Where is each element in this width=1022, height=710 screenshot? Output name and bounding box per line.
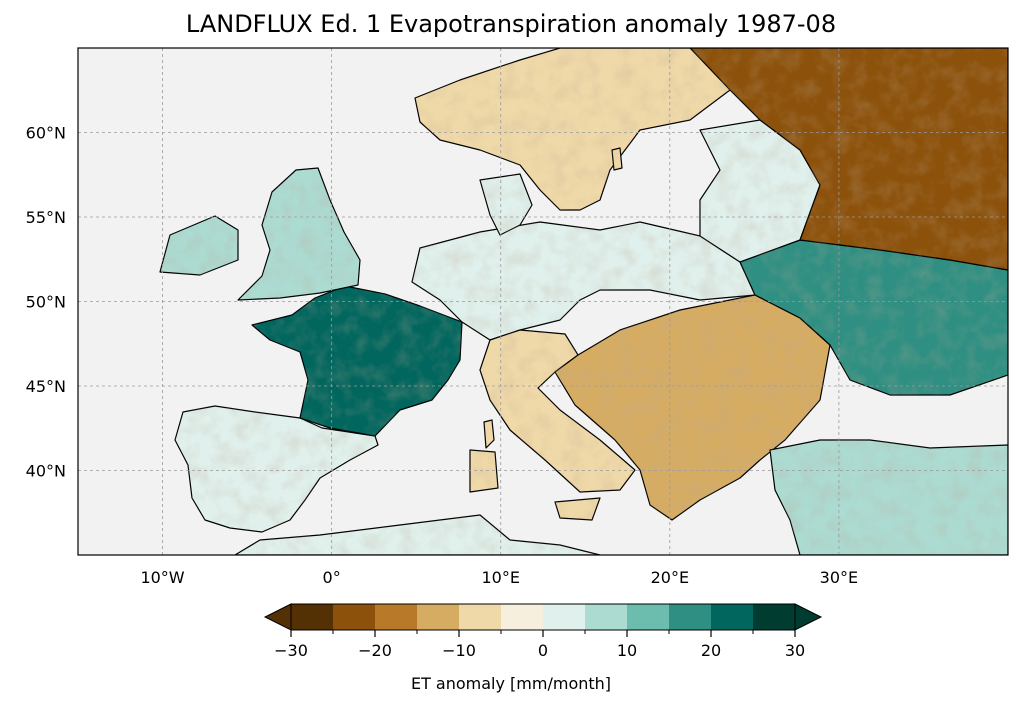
texture-region-italy (480, 330, 635, 492)
lon-tick-label: 10°E (481, 568, 519, 587)
colorbar-tick-label: −10 (442, 641, 476, 660)
texture-region-france (252, 286, 462, 436)
colorbar-bin (711, 604, 754, 630)
colorbar-bin (459, 604, 502, 630)
colorbar-tick-label: 10 (617, 641, 637, 660)
texture-region-north-africa (235, 515, 600, 555)
colorbar-ticks: −30 −20 −10 0 10 20 30 (274, 630, 805, 660)
texture-region-turkey (770, 440, 1008, 555)
texture-region-scandinavia (415, 48, 730, 210)
colorbar-tick-label: 0 (538, 641, 548, 660)
colorbar-bin (291, 604, 334, 630)
colorbar-bin (543, 604, 586, 630)
colorbar-bin (669, 604, 712, 630)
map-frame (77, 47, 1009, 556)
texture-region-britain (238, 168, 360, 300)
graticule (78, 48, 1008, 555)
texture-region-baltics (700, 120, 820, 262)
colorbar-tick-label: 30 (785, 641, 805, 660)
colorbar-extend-min (263, 603, 292, 631)
colorbar-label: ET anomaly [mm/month] (410, 674, 612, 693)
lon-tick-label: 20°E (651, 568, 689, 587)
colorbar-bin (417, 604, 460, 630)
texture-region-sicily (555, 498, 600, 520)
lon-tick-label: 10°W (140, 568, 184, 587)
texture-region-ireland (160, 216, 238, 275)
lon-tick-label: 0° (323, 568, 341, 587)
colorbar-tick-label: −20 (358, 641, 392, 660)
texture-region-denmark (480, 174, 532, 235)
longitude-ticks: 10°W 0° 10°E 20°E 30°E (140, 568, 858, 587)
colorbar (263, 603, 823, 631)
colorbar-bin (375, 604, 418, 630)
texture-region-central-europe (412, 222, 755, 340)
lon-tick-label: 30°E (820, 568, 858, 587)
anomaly-texture (160, 48, 1008, 555)
colorbar-extend-max (794, 603, 823, 631)
colorbar-bin (333, 604, 376, 630)
colorbar-bin (501, 604, 544, 630)
colorbar-bin (627, 604, 670, 630)
texture-region-ukraine (740, 240, 1008, 395)
texture-region-gotland (612, 148, 622, 170)
lat-tick-label: 60°N (26, 124, 66, 143)
colorbar-tick-label: −30 (274, 641, 308, 660)
texture-region-balkans (555, 295, 830, 520)
texture-region-iberia (175, 406, 378, 532)
lat-tick-label: 45°N (26, 377, 66, 396)
colorbar-bin (585, 604, 628, 630)
lat-tick-label: 55°N (26, 208, 66, 227)
colorbar-bin (753, 604, 796, 630)
texture-region-sardinia (470, 450, 498, 492)
texture-region-russia (690, 48, 1008, 270)
colorbar-tick-label: 20 (701, 641, 721, 660)
texture-region-corsica (484, 420, 494, 448)
map-title: LANDFLUX Ed. 1 Evapotranspiration anomal… (185, 10, 837, 38)
latitude-ticks: 60°N 55°N 50°N 45°N 40°N (26, 124, 66, 481)
lat-tick-label: 40°N (26, 462, 66, 481)
anomaly-texture-mask (160, 48, 1008, 555)
lat-tick-label: 50°N (26, 293, 66, 312)
